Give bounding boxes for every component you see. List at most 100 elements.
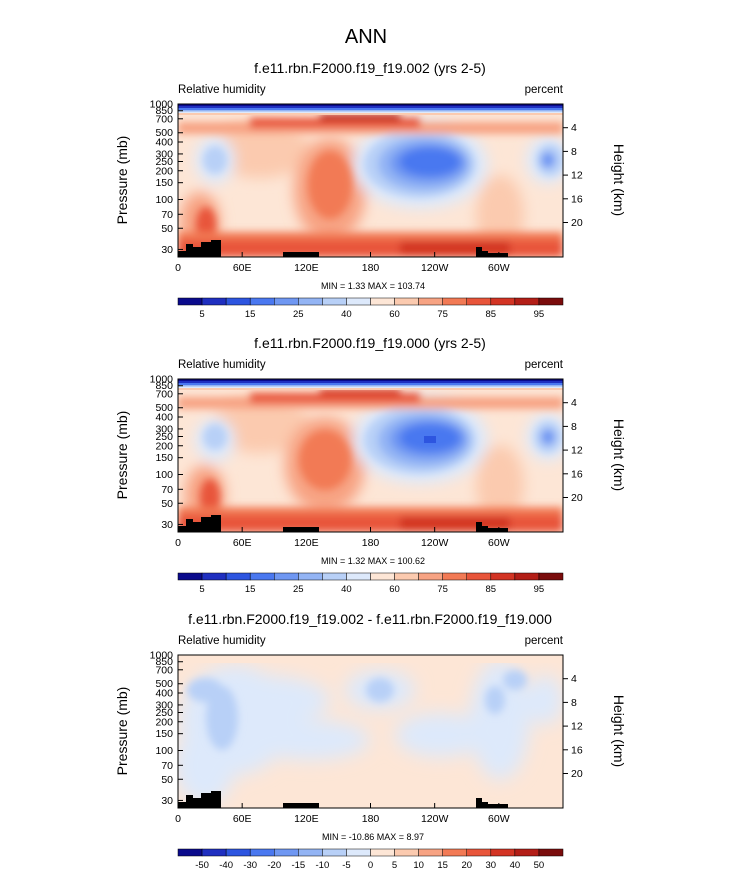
panel-3-colorbar: -50 -40 -30 -20 -15 -10 -5 0 5 10 15 20 30 40 50 xyxy=(177,848,564,871)
panel-2-right-label: percent xyxy=(525,359,564,371)
x-tick-label: 120E xyxy=(294,262,319,274)
x-tick-label: 0 xyxy=(175,262,181,274)
x-tick-label: 60W xyxy=(488,813,510,825)
colorbar-box xyxy=(466,572,492,581)
y-tick-label: 150 xyxy=(155,728,173,740)
y2-tick-label: 4 xyxy=(571,397,577,409)
colorbar-box xyxy=(274,848,299,857)
y-tick-label: 400 xyxy=(155,137,173,149)
colorbar-box xyxy=(346,848,371,857)
panel-1: f.e11.rbn.F2000.f19_f19.002 (yrs 2-5) Re… xyxy=(114,60,627,320)
colorbar-box xyxy=(418,848,443,857)
colorbar-box xyxy=(177,572,203,581)
x-tick-label: 120E xyxy=(294,813,319,825)
x-tick-label: 180 xyxy=(362,813,380,825)
colorbar-box xyxy=(249,572,275,581)
colorbar-label: 30 xyxy=(486,860,497,871)
y-tick-label: 1000 xyxy=(150,99,174,111)
colorbar-label: 10 xyxy=(413,860,424,871)
y-tick-label: 150 xyxy=(155,177,173,189)
panel-3-axes: 0 60E 120E 180 120W 60W3050701001502002503004… xyxy=(150,650,583,826)
y-tick-label: 300 xyxy=(155,423,173,435)
panel-1-right-label: percent xyxy=(525,84,564,96)
panel-1-minmax: MIN = 1.33 MAX = 103.74 xyxy=(321,281,425,291)
x-tick-label: 0 xyxy=(175,537,181,549)
colorbar-box xyxy=(225,297,251,306)
panel-2-minmax: MIN = 1.32 MAX = 100.62 xyxy=(321,556,425,566)
x-tick-label: 120W xyxy=(421,813,449,825)
x-tick-label: 120E xyxy=(294,537,319,549)
colorbar-label: -5 xyxy=(342,860,350,871)
colorbar-box xyxy=(466,848,492,857)
x-tick-label: 60E xyxy=(233,813,252,825)
y-tick-label: 30 xyxy=(161,795,173,807)
colorbar-box xyxy=(418,572,443,581)
x-tick-label: 120W xyxy=(421,537,449,549)
colorbar-box xyxy=(225,572,251,581)
colorbar-box xyxy=(201,572,227,581)
colorbar-box xyxy=(322,848,347,857)
y-tick-label: 850 xyxy=(155,105,173,117)
y-tick-label: 100 xyxy=(155,469,173,481)
colorbar-label: 40 xyxy=(341,309,352,320)
colorbar-box xyxy=(225,848,251,857)
y-tick-label: 500 xyxy=(155,402,173,414)
colorbar-label: 75 xyxy=(437,584,448,595)
y2-tick-label: 8 xyxy=(571,146,577,158)
panel-2-axes: 0 60E 120E 180 120W 60W3050701001502002503004… xyxy=(150,374,583,550)
colorbar-label: 75 xyxy=(437,309,448,320)
y-tick-label: 250 xyxy=(155,431,173,443)
y2-tick-label: 8 xyxy=(571,421,577,433)
colorbar-box xyxy=(298,572,323,581)
colorbar-label: 40 xyxy=(341,584,352,595)
colorbar-label: 95 xyxy=(534,309,545,320)
panel-2-title: f.e11.rbn.F2000.f19_f19.000 (yrs 2-5) xyxy=(254,335,486,351)
panel-2-field xyxy=(178,379,563,532)
y-tick-label: 50 xyxy=(161,498,173,510)
x-tick-label: 180 xyxy=(362,262,380,274)
colorbar-label: -50 xyxy=(195,860,209,871)
y-tick-label: 200 xyxy=(155,716,173,728)
y-tick-label: 150 xyxy=(155,452,173,464)
x-tick-label: 60W xyxy=(488,537,510,549)
colorbar-box xyxy=(249,848,275,857)
y-tick-label: 500 xyxy=(155,127,173,139)
panel-2-y2-axis-label: Height (km) xyxy=(611,419,627,491)
panel-3-y-axis-label: Pressure (mb) xyxy=(114,687,130,776)
y-tick-label: 850 xyxy=(155,656,173,668)
y-tick-label: 50 xyxy=(161,774,173,786)
panel-1-y2-axis-label: Height (km) xyxy=(611,144,627,216)
x-tick-label: 60W xyxy=(488,262,510,274)
colorbar-box xyxy=(514,572,540,581)
panel-2: f.e11.rbn.F2000.f19_f19.000 (yrs 2-5) Re… xyxy=(114,335,627,595)
x-tick-label: 180 xyxy=(362,537,380,549)
colorbar-label: 85 xyxy=(486,584,497,595)
colorbar-label: 25 xyxy=(293,584,304,595)
colorbar-label: 15 xyxy=(245,309,256,320)
y-tick-label: 400 xyxy=(155,412,173,424)
colorbar-label: 50 xyxy=(534,860,545,871)
panel-3-title: f.e11.rbn.F2000.f19_f19.002 - f.e11.rbn.… xyxy=(188,611,552,627)
y2-tick-label: 12 xyxy=(571,170,583,182)
panel-2-left-label: Relative humidity xyxy=(178,359,266,371)
colorbar-label: -15 xyxy=(291,860,305,871)
colorbar-box xyxy=(490,848,516,857)
colorbar-label: 60 xyxy=(389,309,400,320)
panel-1-y-axis-label: Pressure (mb) xyxy=(114,136,130,225)
y-tick-label: 50 xyxy=(161,223,173,235)
y-tick-label: 70 xyxy=(161,760,173,772)
y-tick-label: 30 xyxy=(161,244,173,256)
colorbar-label: 20 xyxy=(461,860,472,871)
panel-3-y2-axis-label: Height (km) xyxy=(611,695,627,767)
x-tick-label: 0 xyxy=(175,813,181,825)
y2-tick-label: 4 xyxy=(571,673,577,685)
y2-tick-label: 16 xyxy=(571,744,583,756)
colorbar-box xyxy=(346,297,371,306)
y2-tick-label: 20 xyxy=(571,217,583,229)
y2-tick-label: 12 xyxy=(571,445,583,457)
y-tick-label: 200 xyxy=(155,440,173,452)
panel-3-left-label: Relative humidity xyxy=(178,635,266,647)
y-tick-label: 100 xyxy=(155,194,173,206)
colorbar-box xyxy=(394,572,419,581)
y2-tick-label: 16 xyxy=(571,193,583,205)
